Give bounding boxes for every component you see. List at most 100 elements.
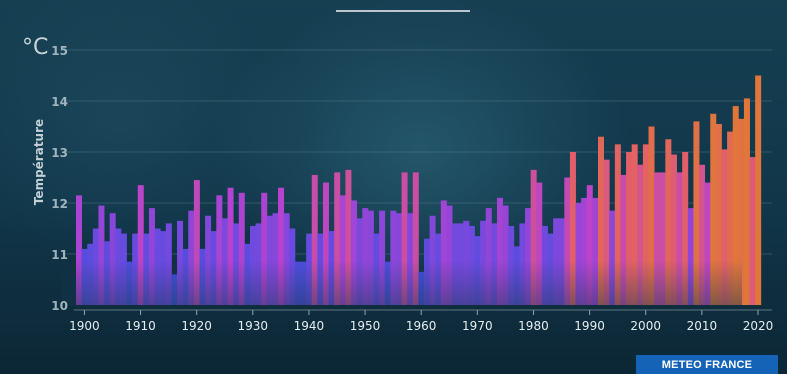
bar-1999 [637,164,644,305]
bar-1988 [575,203,582,305]
bar-1912 [148,208,155,305]
bar-1945 [334,172,341,305]
bar-1928 [238,192,245,305]
bar-2015 [727,131,734,305]
top-divider [336,10,470,12]
bar-1975 [502,205,509,305]
x-tick-label: 1930 [238,319,269,333]
bar-1995 [614,144,621,305]
bar-1948 [351,200,358,305]
bar-2016 [732,106,739,305]
bar-2010 [699,164,706,305]
x-tick-label: 2020 [743,319,774,333]
x-tick-label: 1920 [181,319,212,333]
bar-2000 [642,144,649,305]
bar-1958 [407,213,414,305]
bar-1980 [530,169,537,305]
y-axis: 10 11 12 13 14 15 [51,44,68,313]
bar-1899 [76,195,83,305]
bar-1972 [485,208,492,305]
bar-2020 [755,75,762,305]
bar-1992 [598,136,605,305]
bar-2012 [710,113,717,305]
x-tick-label: 1940 [294,319,325,333]
bar-1951 [367,210,374,305]
x-tick-label: 1990 [574,319,605,333]
x-tick-label: 1970 [462,319,493,333]
bar-2018 [743,98,750,305]
bar-1981 [536,182,543,305]
highlight-year-label: 2022 [0,0,26,5]
bar-fade-overlay [62,260,742,305]
y-tick-label: 12 [51,197,68,211]
bar-1986 [564,177,571,305]
bar-2011 [704,182,711,305]
bar-1987 [569,152,576,305]
y-axis-title: Température [32,119,46,205]
bar-2001 [648,126,655,305]
bar-1919 [188,210,195,305]
y-tick-label: 13 [51,146,68,160]
bar-2014 [721,149,728,305]
y-tick-label: 10 [51,299,68,313]
bar-1998 [631,144,638,305]
bar-1947 [345,169,352,305]
bar-1932 [261,192,268,305]
bar-1905 [109,213,116,305]
bar-1934 [272,213,279,305]
bar-1946 [339,195,346,305]
bar-2004 [665,139,672,305]
bar-1997 [626,152,633,305]
bar-1924 [216,195,223,305]
x-tick-label: 1980 [518,319,549,333]
bar-1956 [395,213,402,305]
bar-1950 [362,208,369,305]
x-tick-label: 2000 [630,319,661,333]
bar-1989 [581,197,588,305]
bar-2007 [682,152,689,305]
x-tick-label: 1960 [406,319,437,333]
bar-1955 [390,210,397,305]
x-tick-label: 1900 [69,319,100,333]
bar-1957 [401,172,408,305]
unit-label: °C [22,35,48,60]
bar-1974 [496,197,503,305]
x-tick-label: 2010 [687,319,718,333]
bar-1994 [609,210,616,305]
bar-1920 [193,180,200,305]
y-tick-label: 11 [51,248,68,262]
bar-2002 [654,172,661,305]
bar-2003 [659,172,666,305]
bar-1941 [311,174,318,305]
bar-1903 [98,205,105,305]
y-tick-label: 14 [51,95,68,109]
bar-1991 [592,197,599,305]
bars: 2022 [0,0,762,306]
bar-1965 [446,205,453,305]
bar-1996 [620,174,627,305]
bar-1910 [137,185,144,305]
bar-2009 [693,121,700,306]
bar-1959 [412,172,419,305]
bar-1926 [227,187,234,305]
bar-2013 [715,123,722,305]
bar-1943 [322,182,329,305]
bar-1979 [525,208,532,305]
bar-2006 [676,172,683,305]
y-tick-label: 15 [51,44,68,58]
bar-1935 [278,187,285,305]
x-tick-label: 1950 [350,319,381,333]
bar-1964 [440,200,447,305]
bar-2008 [687,208,694,305]
x-tick-label: 1910 [125,319,156,333]
bar-2017 [738,118,745,305]
bar-2019 [749,157,756,305]
bar-1993 [603,159,610,305]
bar-1936 [283,213,290,305]
bar-2005 [670,154,677,305]
bar-1990 [586,185,593,305]
x-axis: 1900 1910 1920 1930 1940 1950 1960 1970 1980 1990… [69,309,774,333]
meteo-france-logo: METEO FRANCE [636,355,778,374]
